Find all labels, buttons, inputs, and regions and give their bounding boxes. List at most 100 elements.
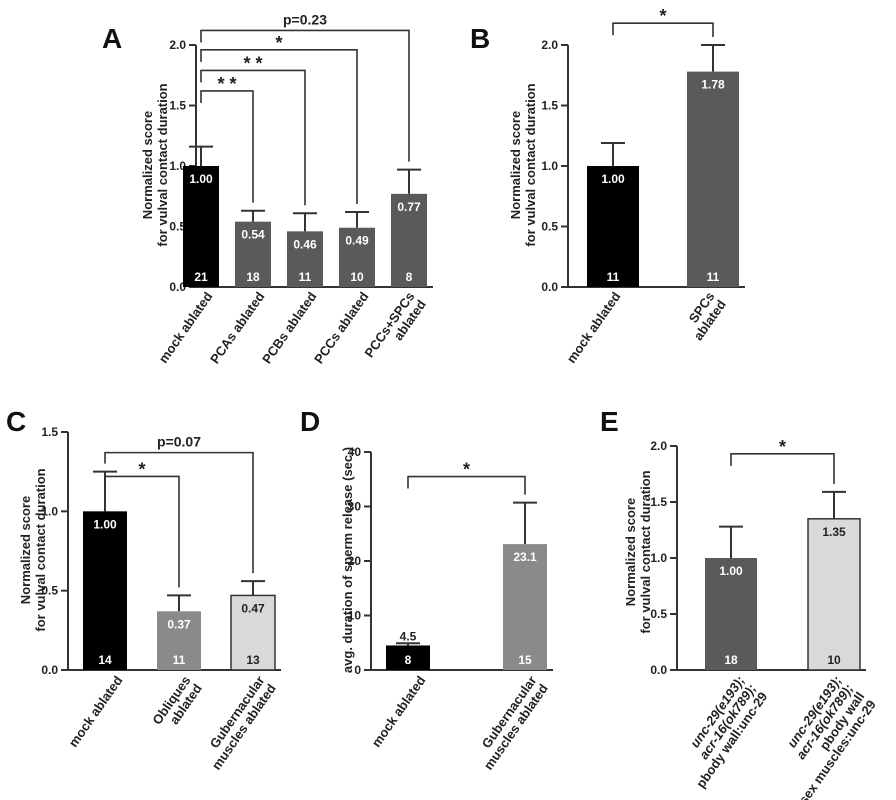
significance-bracket bbox=[612, 22, 714, 37]
category-label: PCAs ablated bbox=[207, 289, 267, 366]
y-axis-label-line: for vulval contact duration bbox=[33, 468, 48, 631]
category-label-line: mock ablated bbox=[564, 289, 624, 366]
bar bbox=[391, 193, 427, 287]
n-label: 13 bbox=[246, 653, 260, 667]
y-axis-label-line: Normalized score bbox=[508, 111, 523, 219]
data-label: 0.37 bbox=[167, 617, 191, 631]
y-tick-label: 40 bbox=[348, 445, 362, 459]
significance-label: * bbox=[779, 437, 786, 457]
category-label-line: PCBs ablated bbox=[259, 289, 319, 366]
y-tick-label: 1.5 bbox=[541, 99, 558, 113]
data-label: 0.49 bbox=[345, 234, 369, 248]
y-axis-label: Normalized scorefor vulval contact durat… bbox=[623, 470, 653, 633]
category-label: SPCsablated bbox=[679, 289, 729, 343]
bar bbox=[157, 611, 201, 670]
n-label: 8 bbox=[406, 270, 413, 284]
significance-label: * * bbox=[217, 74, 236, 94]
bar bbox=[705, 558, 757, 670]
y-axis-label-line: avg. duration of sperm release (sec.) bbox=[340, 447, 355, 673]
bar bbox=[230, 594, 276, 671]
significance-label: * * bbox=[243, 53, 262, 73]
significance-label: * bbox=[138, 459, 145, 479]
category-label: mock ablated bbox=[564, 289, 624, 366]
y-axis-label-line: Normalized score bbox=[18, 496, 33, 604]
category-label-line: mock ablated bbox=[369, 673, 429, 750]
y-tick-label: 0.5 bbox=[41, 584, 58, 598]
data-label: 1.00 bbox=[189, 172, 213, 186]
bar bbox=[235, 221, 271, 287]
bar bbox=[83, 511, 127, 670]
data-label: 1.00 bbox=[93, 517, 117, 531]
category-label-line: mock ablated bbox=[156, 289, 216, 366]
category-label: PCCs+SPCsablated bbox=[361, 289, 429, 368]
data-label: 1.35 bbox=[822, 525, 846, 539]
n-label: 18 bbox=[724, 653, 738, 667]
panel-b: B 0.0 0.5 1.0 1.5 2.0 Normalized scorefor vulv… bbox=[470, 6, 745, 366]
y-axis-label-line: Normalized score bbox=[623, 498, 638, 606]
significance-label: * bbox=[463, 460, 470, 480]
significance-bracket bbox=[407, 475, 526, 495]
y-axis-label: Normalized scorefor vulval contact durat… bbox=[140, 83, 170, 246]
category-label: mock ablated bbox=[66, 673, 126, 750]
data-label: 0.47 bbox=[241, 601, 265, 615]
y-tick-label: 0.0 bbox=[41, 663, 58, 677]
significance-bracket bbox=[200, 29, 410, 162]
category-label-line: mock ablated bbox=[66, 673, 126, 750]
panel-letter: C bbox=[6, 406, 26, 437]
significance-bracket bbox=[730, 453, 835, 484]
significance-label: p=0.23 bbox=[283, 11, 327, 27]
category-label: Obliquesablated bbox=[149, 673, 205, 735]
n-label: 18 bbox=[246, 270, 260, 284]
data-label: 23.1 bbox=[513, 550, 537, 564]
y-axis-label: avg. duration of sperm release (sec.) bbox=[340, 447, 355, 673]
y-tick-label: 1.0 bbox=[169, 159, 186, 173]
y-tick-label: 20 bbox=[348, 554, 362, 568]
data-label: 0.46 bbox=[293, 237, 317, 251]
y-tick-label: 1.0 bbox=[41, 504, 58, 518]
y-axis-label-line: Normalized score bbox=[140, 111, 155, 219]
y-axis-label: Normalized scorefor vulval contact durat… bbox=[18, 468, 48, 631]
y-axis-label-line: for vulval contact duration bbox=[155, 83, 170, 246]
y-tick-label: 1.5 bbox=[169, 99, 186, 113]
bar bbox=[386, 645, 430, 670]
bar bbox=[687, 71, 739, 288]
panel-a: A 0.0 0.5 1.0 1.5 2.0 Normalized scorefor vulv… bbox=[102, 11, 433, 368]
data-label: 1.00 bbox=[601, 172, 625, 186]
category-label-line: PCCs ablated bbox=[311, 289, 371, 366]
bar bbox=[287, 231, 323, 287]
y-tick-label: 1.5 bbox=[650, 495, 667, 509]
category-label: PCBs ablated bbox=[259, 289, 319, 366]
category-label-line: PCAs ablated bbox=[207, 289, 267, 366]
panel-c: C 0.0 0.5 1.0 1.5 Normalized scorefor vulval … bbox=[6, 406, 281, 773]
panel-letter: B bbox=[470, 23, 490, 54]
category-label: mock ablated bbox=[156, 289, 216, 366]
significance-label: * bbox=[275, 33, 282, 53]
category-label: unc-29(e193);acr-16(ok789);pbody wall+se… bbox=[757, 673, 879, 800]
y-tick-label: 30 bbox=[348, 500, 362, 514]
significance-bracket bbox=[104, 451, 254, 574]
data-label: 1.00 bbox=[719, 564, 743, 578]
y-tick-label: 2.0 bbox=[169, 38, 186, 52]
bar bbox=[503, 544, 547, 670]
category-label: Gubernacularmuscles ablated bbox=[469, 673, 551, 773]
significance-label: p=0.07 bbox=[157, 434, 201, 450]
data-label: 0.54 bbox=[241, 228, 265, 242]
n-label: 11 bbox=[707, 270, 720, 284]
y-tick-label: 0.0 bbox=[169, 280, 186, 294]
y-axis-label-line: for vulval contact duration bbox=[523, 83, 538, 246]
y-axis-label: Normalized scorefor vulval contact durat… bbox=[508, 83, 538, 246]
significance-bracket bbox=[200, 69, 306, 206]
category-label: mock ablated bbox=[369, 673, 429, 750]
y-tick-label: 0.0 bbox=[541, 280, 558, 294]
n-label: 11 bbox=[607, 270, 620, 284]
n-label: 14 bbox=[98, 653, 112, 667]
n-label: 8 bbox=[405, 653, 412, 667]
y-tick-label: 2.0 bbox=[541, 38, 558, 52]
y-axis-label-line: for vulval contact duration bbox=[638, 470, 653, 633]
bar bbox=[807, 518, 861, 671]
n-label: 11 bbox=[173, 653, 186, 667]
significance-label: * bbox=[659, 6, 666, 26]
n-label: 21 bbox=[194, 270, 208, 284]
